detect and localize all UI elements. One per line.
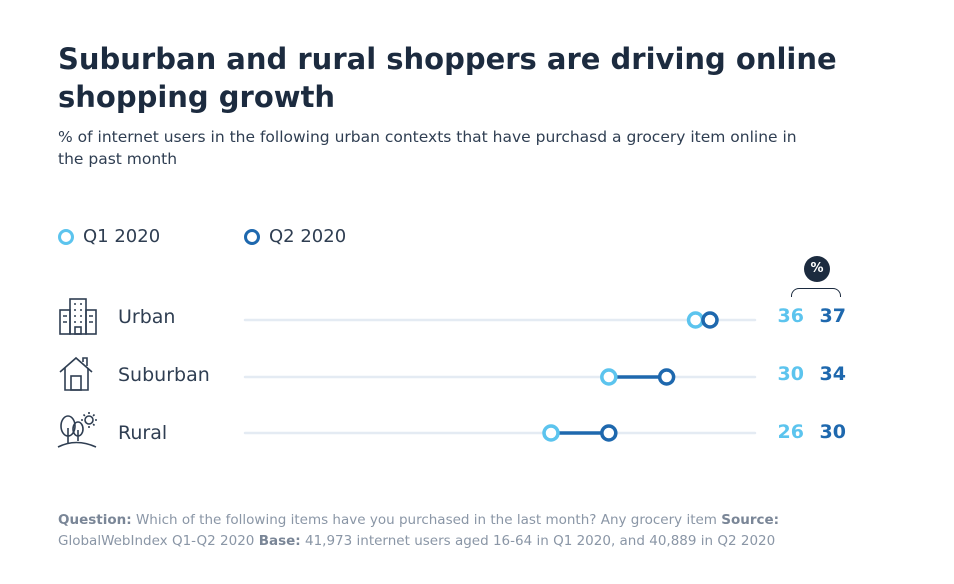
legend-item-q1: Q1 2020 [58, 226, 160, 247]
value-label-suburban-q1: 30 [777, 363, 804, 385]
tree-sun-icon [57, 412, 97, 448]
legend-label-q2: Q2 2020 [269, 226, 347, 247]
legend-marker-q1 [58, 228, 74, 245]
footnote-source-label: Source: [721, 512, 780, 528]
footnote-base-text: 41,973 internet users aged 16-64 in Q1 2… [305, 533, 776, 549]
value-label-rural-q1: 26 [777, 421, 804, 443]
building-icon [59, 298, 97, 335]
value-label-urban-q1: 36 [777, 305, 804, 327]
row-label-suburban: Suburban [118, 364, 210, 386]
value-label-suburban-q2: 34 [819, 363, 846, 385]
point-q2-suburban [657, 368, 676, 386]
footnote-source-text: GlobalWebIndex Q1-Q2 2020 [58, 533, 255, 549]
chart-title: Suburban and rural shoppers are driving … [58, 42, 837, 114]
house-icon [59, 356, 93, 391]
footnote: Question: Which of the following items h… [58, 510, 878, 552]
point-q2-rural [600, 424, 618, 442]
point-q2-urban [701, 311, 719, 329]
footnote-question-text: Which of the following items have you pu… [135, 512, 717, 528]
value-label-rural-q2: 30 [819, 421, 846, 443]
percent-badge: % [804, 256, 830, 282]
row-label-rural: Rural [118, 422, 168, 444]
legend-label-q1: Q1 2020 [83, 226, 161, 247]
point-q1-urban [686, 311, 705, 329]
value-label-urban-q2: 37 [819, 305, 846, 327]
legend-item-q2: Q2 2020 [244, 226, 346, 247]
point-q1-rural [542, 424, 560, 442]
footnote-question-label: Question: [58, 512, 132, 528]
point-q1-suburban [600, 368, 618, 386]
value-bracket [791, 288, 841, 297]
row-label-urban: Urban [118, 306, 176, 328]
legend-marker-q2 [244, 228, 260, 245]
chart-subtitle: % of internet users in the following urb… [58, 128, 797, 168]
footnote-base-label: Base: [258, 533, 301, 549]
